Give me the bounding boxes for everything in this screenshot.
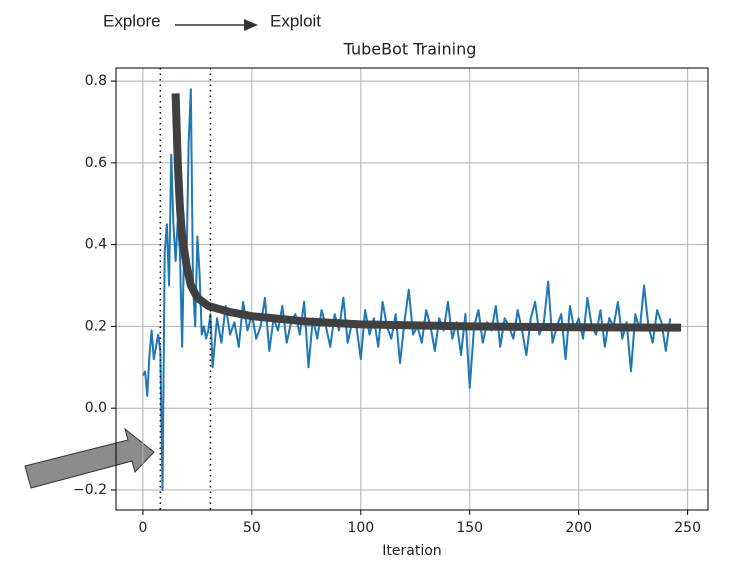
x-axis-label: Iteration xyxy=(382,543,441,559)
chart-title: TubeBot Training xyxy=(343,40,477,59)
plot-frame xyxy=(115,67,709,511)
x-tick-label: 250 xyxy=(674,520,701,536)
data-line xyxy=(171,93,682,332)
pointer-arrow xyxy=(24,427,155,489)
data-line xyxy=(142,88,672,491)
y-tick-label: 0.0 xyxy=(85,400,107,416)
y-tick-label: 0.6 xyxy=(85,155,107,171)
arrow-head xyxy=(244,19,258,31)
y-tick-label: 0.4 xyxy=(85,237,107,253)
y-tick-label: −0.2 xyxy=(73,482,107,498)
y-tick-label: 0.8 xyxy=(85,73,107,89)
x-tick-label: 100 xyxy=(347,520,374,536)
annotation: Explore xyxy=(103,11,161,30)
y-tick-label: 0.2 xyxy=(85,318,107,334)
annotation: Exploit xyxy=(270,11,321,30)
x-tick-label: 150 xyxy=(456,520,483,536)
x-tick-label: 50 xyxy=(243,520,261,536)
x-tick-label: 0 xyxy=(138,520,147,536)
x-tick-label: 200 xyxy=(565,520,592,536)
